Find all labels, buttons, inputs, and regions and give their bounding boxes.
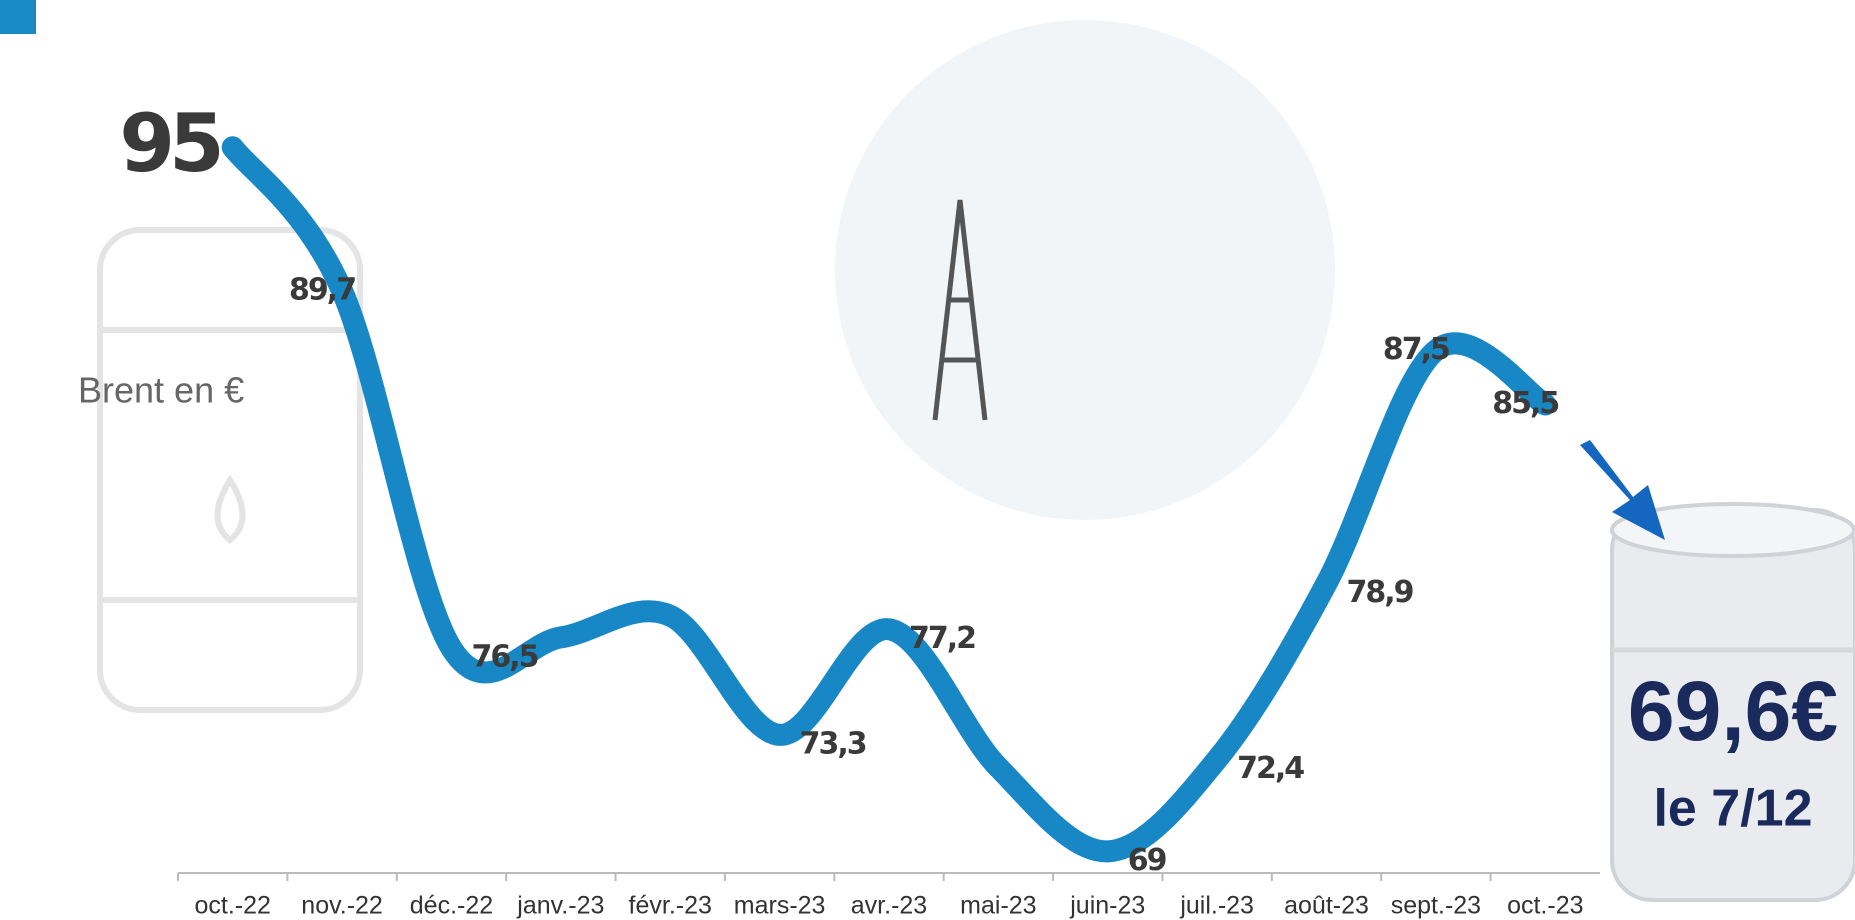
barrel-left	[97, 227, 363, 713]
value-label: 78,9	[1347, 575, 1413, 610]
line	[221, 136, 1557, 863]
annotation: le 7/12	[1653, 780, 1812, 838]
value-label: 77,2	[909, 621, 975, 656]
barrel-right	[1610, 502, 1855, 902]
value-label: 72,4	[1237, 751, 1304, 786]
x-tick-label: juil.-23	[1179, 892, 1254, 920]
x-tick-label: avr.-23	[851, 892, 927, 920]
value-label: 76,5	[471, 640, 537, 675]
x-tick-label: déc.-22	[410, 892, 493, 920]
value-label: 95	[119, 97, 220, 190]
derrick	[932, 199, 988, 421]
corner-mark	[0, 0, 36, 34]
value-label: 73,3	[800, 726, 866, 761]
x-tick-label: juin-23	[1069, 892, 1145, 920]
x-tick-label: oct.-23	[1507, 892, 1583, 920]
x-tick-label: août-23	[1284, 892, 1369, 920]
x-tick-label: mars-23	[734, 892, 826, 920]
x-tick-label: nov.-22	[301, 892, 383, 920]
x-tick-label: oct.-22	[194, 892, 270, 920]
x-tick-label: sept.-23	[1391, 892, 1481, 920]
photo-circle	[835, 20, 1335, 520]
x-tick-label: mai-23	[960, 892, 1036, 920]
x-tick-label: janv.-23	[516, 892, 604, 920]
value-label: 87,5	[1383, 332, 1449, 367]
x-tick-label: févr.-23	[629, 892, 712, 920]
value-label: 69	[1128, 843, 1166, 878]
annotation: 69,6€	[1628, 664, 1838, 758]
arrow	[1580, 440, 1665, 540]
annotation: Brent en €	[78, 370, 244, 411]
value-label: 89,7	[289, 272, 355, 307]
value-label: 85,5	[1492, 386, 1558, 421]
